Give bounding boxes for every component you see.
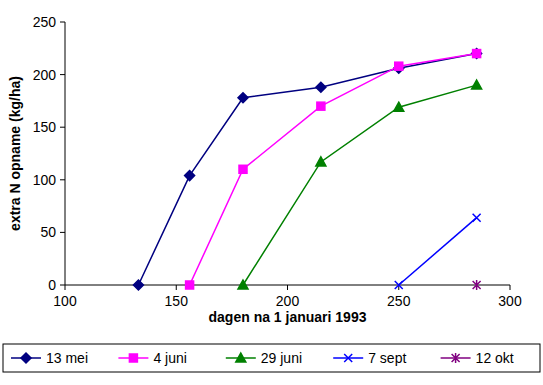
y-tick	[60, 127, 65, 128]
legend-label: 29 juni	[261, 350, 302, 366]
legend-label: 4 juni	[153, 350, 186, 366]
legend-box	[3, 344, 540, 372]
legend-marker	[236, 353, 246, 362]
data-point	[185, 171, 195, 181]
series-line	[399, 218, 477, 285]
y-tick-label: 200	[33, 67, 57, 83]
data-point	[472, 49, 482, 59]
data-point	[395, 281, 403, 289]
y-tick	[60, 179, 65, 180]
y-tick-label: 100	[33, 172, 57, 188]
x-tick-label: 200	[276, 293, 300, 309]
data-point	[133, 280, 143, 290]
plot-area	[133, 49, 481, 290]
data-point	[316, 82, 326, 92]
y-tick-label: 0	[48, 277, 56, 293]
y-tick	[60, 232, 65, 233]
y-tick-label: 150	[33, 119, 57, 135]
y-tick-label: 250	[33, 14, 57, 30]
data-point	[317, 102, 325, 110]
y-tick	[60, 285, 65, 286]
legend-label: 7 sept	[368, 350, 406, 366]
x-tick-label: 300	[498, 293, 522, 309]
data-point	[472, 80, 482, 89]
legend-label: 13 mei	[46, 350, 88, 366]
data-point	[238, 93, 248, 103]
background	[0, 0, 543, 385]
series-line	[138, 54, 476, 285]
legend-marker	[129, 354, 137, 362]
x-tick	[510, 285, 511, 290]
data-point	[473, 214, 481, 222]
x-tick	[287, 285, 288, 290]
y-tick	[60, 74, 65, 75]
legend-marker	[344, 354, 352, 362]
data-point	[473, 280, 481, 290]
data-point	[395, 62, 403, 70]
series-line	[190, 54, 477, 285]
x-tick-label: 250	[387, 293, 411, 309]
data-point	[473, 50, 481, 58]
y-tick-label: 50	[40, 224, 56, 240]
data-point	[239, 165, 247, 173]
legend-marker	[452, 353, 460, 363]
y-axis-label: extra N opname (kg/ha)	[7, 76, 23, 231]
data-point	[186, 281, 194, 289]
data-point	[394, 102, 404, 111]
y-tick	[60, 22, 65, 23]
x-tick-label: 150	[165, 293, 189, 309]
data-point	[316, 157, 326, 166]
legend-marker	[21, 353, 31, 363]
series-line	[243, 85, 477, 285]
y-axis	[65, 22, 66, 285]
x-tick-label: 100	[53, 293, 77, 309]
data-point	[238, 280, 248, 289]
x-tick	[176, 285, 177, 290]
legend: 13 mei 4 juni 29 juni 7 sept 12 okt	[3, 344, 540, 372]
x-tick	[65, 285, 66, 290]
chart: 0 50 100 150 200 250 100 150 200 250 300 dagen na 1…	[0, 0, 543, 385]
legend-label: 12 okt	[476, 350, 514, 366]
x-axis-label: dagen na 1 januari 1993	[209, 309, 367, 325]
